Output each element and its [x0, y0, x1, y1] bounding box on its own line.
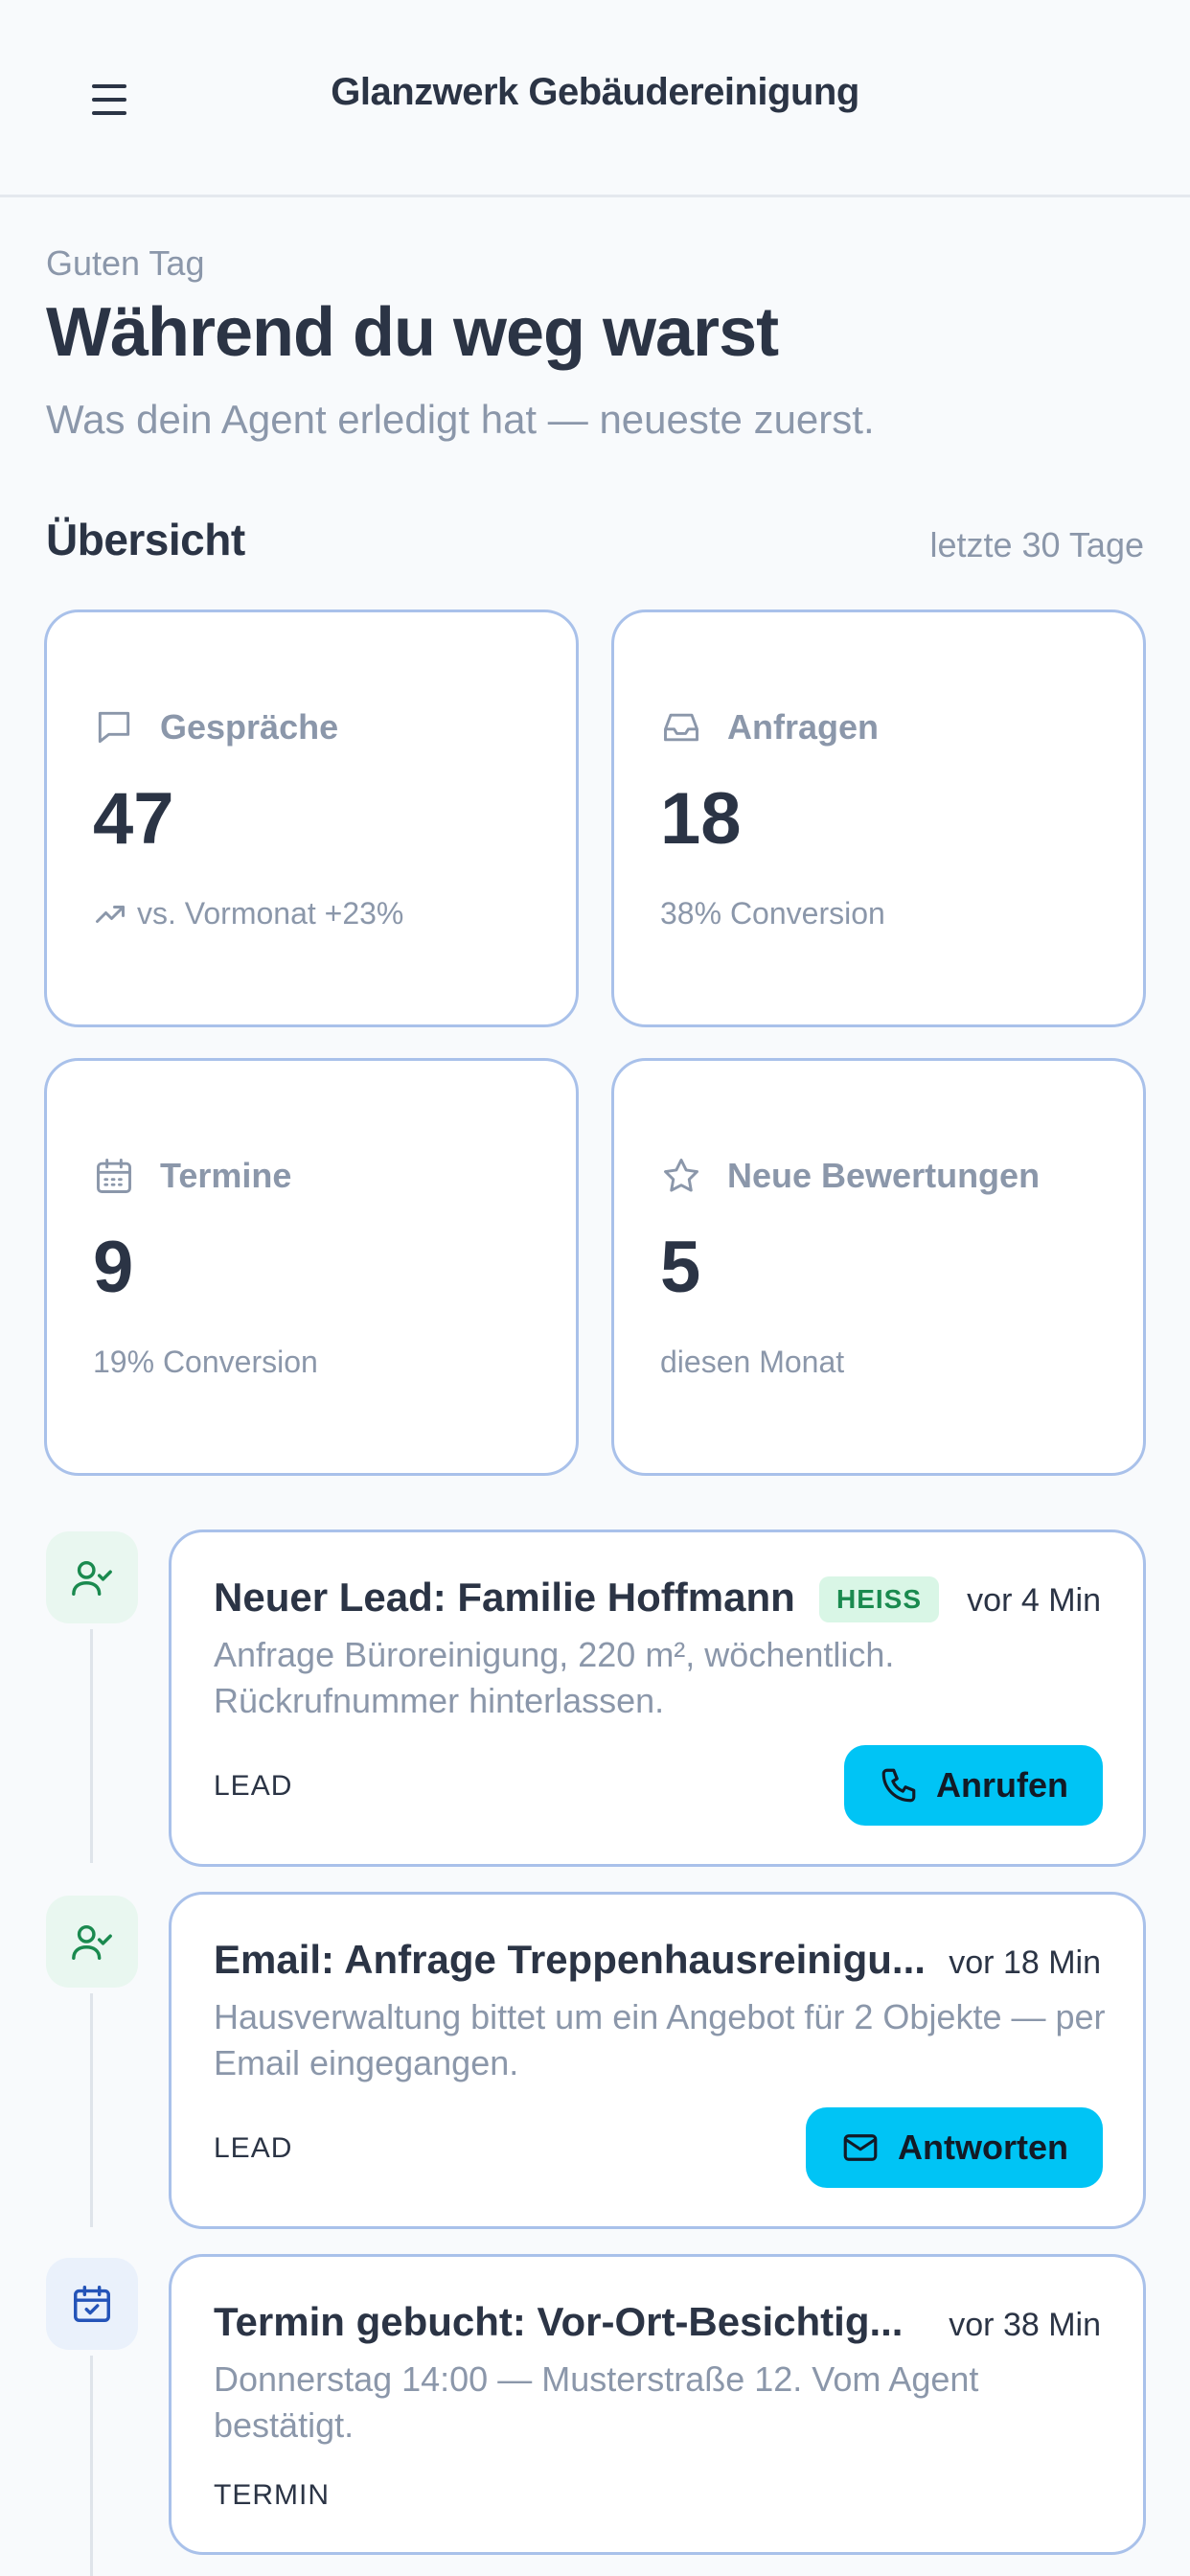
stat-sub: vs. Vormonat +23% — [137, 896, 404, 931]
stat-label: Termine — [160, 1156, 292, 1195]
event-time: vor 4 Min — [967, 1582, 1101, 1619]
stat-card-gespraeche[interactable]: Gespräche 47 vs. Vormonat +23% — [44, 610, 579, 1027]
top-app-bar: Glanzwerk Gebäudereinigung — [0, 0, 1190, 197]
timeline-connector — [90, 1629, 93, 1863]
calendar-icon — [97, 1159, 131, 1193]
stat-label: Gespräche — [160, 707, 339, 747]
reply-button[interactable]: Antworten — [806, 2107, 1103, 2188]
event-card-lead-hoffmann[interactable]: Neuer Lead: Familie Hoffmann HEISS vor 4… — [169, 1530, 1146, 1867]
overview-period: letzte 30 Tage — [929, 525, 1144, 564]
stat-card-termine[interactable]: Termine 9 19% Conversion — [44, 1058, 579, 1476]
stat-value: 47 — [93, 778, 174, 860]
event-time: vor 18 Min — [949, 1944, 1101, 1981]
phone-icon — [881, 1768, 916, 1803]
inbox-icon — [664, 713, 698, 742]
app-title: Glanzwerk Gebäudereinigung — [331, 71, 859, 113]
timeline-connector — [90, 2356, 93, 2576]
event-kind: TERMIN — [214, 2479, 330, 2511]
hamburger-menu-icon[interactable] — [84, 79, 134, 121]
user-check-icon — [46, 1896, 138, 1988]
reply-button-label: Antworten — [898, 2128, 1068, 2167]
user-check-icon — [46, 1531, 138, 1623]
event-kind: LEAD — [214, 1770, 293, 1802]
stat-sub: diesen Monat — [660, 1345, 845, 1379]
event-description: Donnerstag 14:00 — Musterstraße 12. Vom … — [214, 2359, 979, 2445]
stat-value: 18 — [660, 778, 742, 860]
stat-sub: 38% Conversion — [660, 896, 885, 931]
event-kind: LEAD — [214, 2132, 293, 2164]
call-button[interactable]: Anrufen — [844, 1745, 1103, 1826]
event-title: Termin gebucht: Vor-Ort-Besichtig... — [214, 2299, 904, 2344]
event-title: Neuer Lead: Familie Hoffmann — [214, 1575, 795, 1620]
event-card-email-treppenhaus[interactable]: Email: Anfrage Treppenhausreinigu... vor… — [169, 1892, 1146, 2229]
page-subtitle: Was dein Agent erledigt hat — neueste zu… — [46, 397, 875, 442]
event-time: vor 38 Min — [949, 2307, 1101, 2343]
stat-card-bewertungen[interactable]: Neue Bewertungen 5 diesen Monat — [611, 1058, 1146, 1476]
event-description: Anfrage Büroreinigung, 220 m², wöchentli… — [214, 1635, 895, 1720]
stat-value: 9 — [93, 1227, 134, 1308]
stat-label: Neue Bewertungen — [727, 1156, 1041, 1195]
trending-up-icon — [96, 905, 125, 923]
stat-value: 5 — [660, 1227, 701, 1308]
mail-icon — [843, 2134, 878, 2161]
chat-bubble-icon — [98, 711, 130, 744]
event-description: Hausverwaltung bittet um ein Angebot für… — [214, 1997, 1106, 2082]
stat-card-anfragen[interactable]: Anfragen 18 38% Conversion — [611, 610, 1146, 1027]
timeline-connector — [90, 1993, 93, 2227]
page-title: Während du weg warst — [46, 294, 779, 371]
event-title: Email: Anfrage Treppenhausreinigu... — [214, 1937, 926, 1982]
hot-badge: HEISS — [819, 1576, 940, 1622]
greeting: Guten Tag — [46, 243, 205, 283]
stat-sub: 19% Conversion — [93, 1345, 318, 1379]
calendar-check-icon — [46, 2258, 138, 2350]
call-button-label: Anrufen — [936, 1765, 1068, 1805]
stat-label: Anfragen — [727, 707, 880, 747]
star-icon — [664, 1159, 698, 1192]
event-card-termin-besichtigung[interactable]: Termin gebucht: Vor-Ort-Besichtig... vor… — [169, 2254, 1146, 2555]
overview-title: Übersicht — [46, 515, 245, 564]
